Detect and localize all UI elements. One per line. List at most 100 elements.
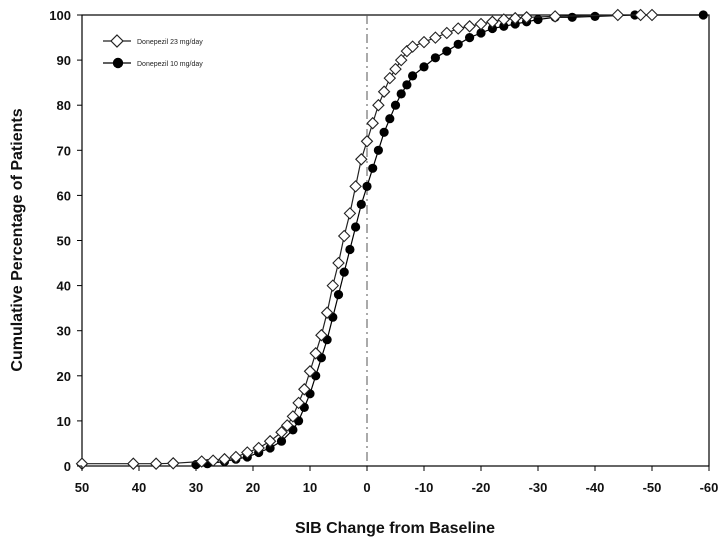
series-1-point: [634, 8, 647, 22]
y-tick-label: 10: [57, 414, 71, 429]
legend-label-series-2: Donepezil 10 mg/day: [137, 61, 203, 68]
series-1-point: [394, 53, 408, 67]
series-2-point: [487, 23, 497, 34]
series-2-point: [567, 12, 577, 22]
y-tick-label: 100: [49, 8, 71, 23]
series-1-point: [149, 457, 163, 470]
series-2-point: [356, 199, 366, 209]
series-1-point: [195, 455, 208, 468]
series-2-point: [442, 46, 452, 56]
series-2-point: [339, 267, 349, 277]
series-1-point: [451, 22, 465, 35]
x-tick-label: 0: [363, 480, 370, 495]
series-1-point: [497, 13, 511, 26]
series-2-point: [345, 244, 355, 255]
series-1-point: [275, 425, 288, 439]
series-1-point: [366, 116, 379, 130]
series-1-point: [508, 11, 522, 25]
series-2-point: [698, 10, 708, 20]
series-1-point: [417, 35, 431, 49]
y-tick-label: 50: [57, 234, 71, 249]
series-line-2: [195, 14, 704, 466]
legend-marker-series-2: [112, 57, 124, 69]
series-2-point: [373, 145, 383, 155]
x-tick-label: -40: [586, 480, 605, 495]
x-axis-title: SIB Change from Baseline: [295, 520, 495, 537]
y-tick-label: 40: [57, 279, 71, 294]
series-2-point: [385, 114, 395, 124]
series-1-point: [355, 153, 368, 166]
series-1-point: [360, 135, 374, 148]
series-1-point: [611, 8, 625, 22]
series-1-point: [383, 71, 397, 85]
series-1-point: [229, 450, 243, 464]
series-1-point: [332, 256, 345, 270]
series-1-point: [349, 180, 362, 193]
series-1-point: [326, 279, 340, 292]
legend-marker-series-1: [110, 34, 124, 48]
x-tick-label: -30: [529, 480, 548, 495]
series-1-point: [218, 452, 231, 466]
series-1-point: [463, 20, 476, 33]
series-1-point: [520, 11, 533, 24]
series-2-point: [465, 33, 475, 43]
series-2-point: [430, 53, 440, 63]
series-2-point: [379, 127, 389, 137]
series-2-point: [351, 222, 361, 232]
series-1-point: [252, 441, 265, 455]
series-1-point: [292, 396, 305, 410]
y-tick-label: 60: [57, 188, 71, 203]
series-2-point: [590, 11, 600, 21]
x-tick-label: 10: [303, 480, 317, 495]
series-1-point: [343, 207, 357, 220]
series-1-point: [263, 434, 277, 448]
series-1-point: [372, 98, 385, 112]
y-tick-label: 20: [57, 369, 71, 384]
series-2-point: [419, 62, 429, 72]
series-1-point: [440, 26, 454, 40]
y-tick-label: 80: [57, 98, 71, 113]
series-1-point: [127, 457, 140, 470]
x-tick-label: -50: [643, 480, 662, 495]
series-1-point: [337, 229, 351, 243]
series-1-point: [377, 85, 391, 98]
series-2-point: [368, 163, 378, 173]
series-1-point: [286, 410, 300, 423]
series-1-point: [320, 306, 334, 319]
series-2-point: [276, 436, 287, 446]
y-tick-label: 30: [57, 324, 71, 339]
y-tick-label: 70: [57, 143, 71, 158]
series-2-point: [402, 80, 412, 90]
x-tick-label: -20: [472, 480, 491, 495]
legend-label-series-1: Donepezil 23 mg/day: [137, 39, 203, 46]
series-1-point: [206, 454, 220, 467]
plot-area: [81, 14, 710, 467]
series-2-point: [265, 443, 275, 453]
y-tick-label: 0: [64, 459, 71, 474]
series-1-point: [486, 15, 499, 29]
series-1-point: [241, 446, 254, 459]
x-tick-label: 50: [75, 480, 89, 495]
series-2-point: [408, 71, 418, 81]
series-1-point: [429, 31, 442, 44]
y-axis-title: Cumulative Percentage of Patients: [9, 108, 26, 371]
x-tick-label: -60: [700, 480, 719, 495]
series-1-point: [548, 10, 562, 23]
series-2-point: [396, 89, 406, 99]
y-tick-label: 90: [57, 53, 71, 68]
series-1-point: [645, 8, 659, 22]
series-2-point: [476, 28, 486, 38]
x-tick-label: 30: [189, 480, 203, 495]
series-1-point: [474, 17, 488, 31]
series-1-point: [280, 419, 294, 432]
series-1-point: [298, 383, 311, 396]
legend: Donepezil 23 mg/day Donepezil 10 mg/day: [103, 34, 203, 69]
series-1-point: [166, 457, 180, 470]
x-tick-label: 40: [132, 480, 146, 495]
series-2-point: [362, 181, 372, 191]
x-tick-label: 20: [246, 480, 260, 495]
series-1-point: [406, 40, 419, 53]
series-2-point: [499, 21, 509, 31]
series-2-point: [453, 39, 463, 49]
